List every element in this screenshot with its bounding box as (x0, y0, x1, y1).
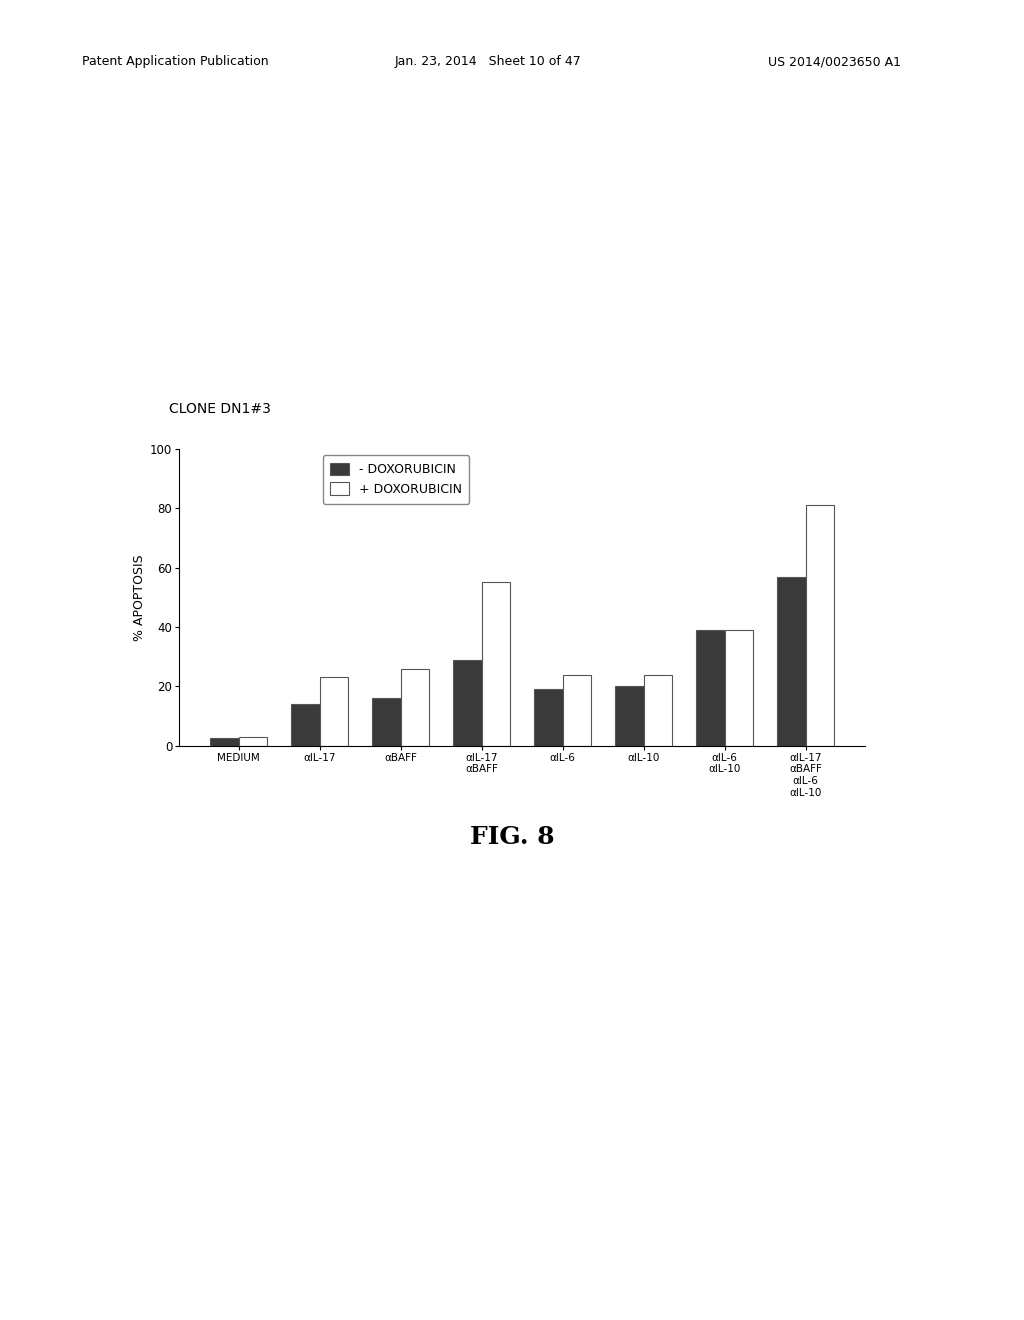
Bar (239, 737, 267, 746)
Bar (319, 677, 348, 746)
Bar (563, 675, 591, 746)
Bar (696, 630, 725, 746)
Bar (292, 704, 319, 746)
Text: Patent Application Publication: Patent Application Publication (82, 55, 268, 69)
Text: US 2014/0023650 A1: US 2014/0023650 A1 (768, 55, 901, 69)
Bar (481, 582, 510, 746)
Text: Jan. 23, 2014   Sheet 10 of 47: Jan. 23, 2014 Sheet 10 of 47 (394, 55, 581, 69)
Y-axis label: % APOPTOSIS: % APOPTOSIS (133, 554, 145, 640)
Bar (644, 675, 672, 746)
Text: CLONE DN1#3: CLONE DN1#3 (169, 401, 270, 416)
Bar (725, 630, 753, 746)
Bar (777, 577, 806, 746)
Bar (806, 506, 835, 746)
Bar (400, 668, 429, 746)
Bar (373, 698, 400, 746)
Bar (535, 689, 563, 746)
Bar (615, 686, 644, 746)
Bar (454, 660, 481, 746)
Bar (210, 738, 239, 746)
Legend: - DOXORUBICIN, + DOXORUBICIN: - DOXORUBICIN, + DOXORUBICIN (323, 455, 469, 503)
Text: FIG. 8: FIG. 8 (470, 825, 554, 849)
